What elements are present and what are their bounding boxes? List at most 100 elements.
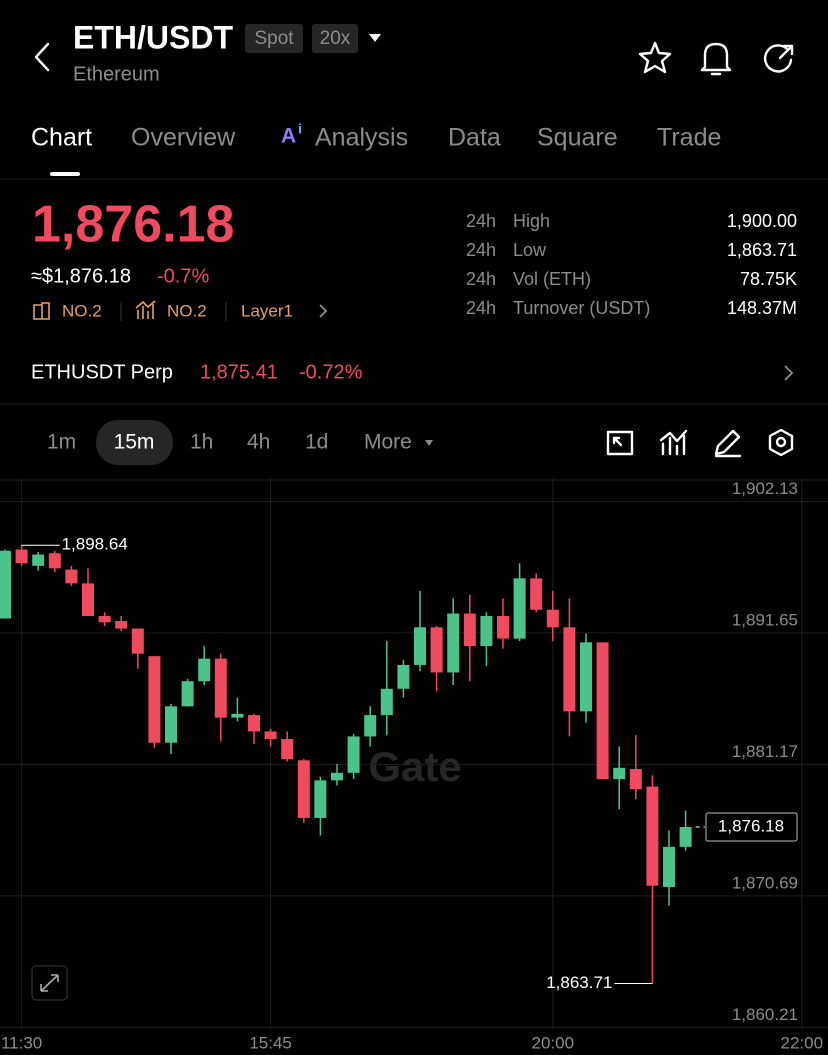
tab-indicator: [50, 172, 80, 176]
interval-active-bg: [96, 420, 173, 465]
x-tick-label: 15:45: [249, 1033, 292, 1052]
candle-body: [15, 549, 28, 564]
chart: Gate 1,902.13 1,891.65 1,881.17 1,870.69 1,8…: [0, 478, 828, 1052]
expand-icon: [40, 974, 59, 992]
perp-name[interactable]: ETHUSDT Perp: [31, 361, 173, 383]
perp-price: 1,875.41: [200, 361, 278, 383]
candle-body: [0, 550, 11, 619]
candle-body: [447, 613, 460, 673]
settings-icon[interactable]: [768, 428, 794, 457]
annotation-label: 1,863.71: [546, 973, 612, 992]
interval[interactable]: 1m: [47, 431, 76, 454]
ai-icon: A: [281, 125, 296, 148]
candle-body: [530, 578, 543, 610]
candle-body: [214, 658, 227, 718]
candle-body: [663, 846, 675, 887]
favorite-icon[interactable]: [638, 41, 672, 74]
candle-body: [231, 713, 244, 718]
candle-body: [181, 681, 194, 707]
candle-body: [397, 664, 410, 689]
back-button[interactable]: [34, 42, 50, 72]
candle-body: [497, 616, 509, 639]
rank-icon: [135, 300, 156, 319]
candle-body: [48, 553, 61, 569]
candle-body: [98, 616, 111, 623]
interval[interactable]: 4h: [247, 431, 270, 454]
stat-label: Low: [513, 240, 547, 260]
price-change: -0.7%: [157, 265, 209, 287]
x-tick-label: 11:30: [1, 1033, 42, 1052]
candle-body: [115, 621, 128, 629]
candle-body: [297, 760, 310, 818]
interval[interactable]: 15m: [114, 431, 155, 454]
candle-body: [331, 772, 343, 781]
stat-value: 78.75K: [740, 269, 797, 289]
tab[interactable]: Trade: [657, 124, 721, 152]
y-tick-label: 1,881.17: [732, 742, 798, 761]
tab[interactable]: Square: [537, 124, 618, 152]
settings-icon: [775, 436, 787, 448]
y-tick-label: 1,902.13: [732, 479, 798, 498]
candle-body: [131, 628, 144, 654]
tag[interactable]: NO.2: [62, 301, 102, 320]
draw-icon[interactable]: [714, 429, 742, 458]
candle-body: [198, 658, 211, 682]
candle-body: [546, 609, 559, 628]
rank-icon: [33, 302, 50, 320]
indicator-icon[interactable]: [659, 429, 688, 456]
candle-body: [347, 736, 360, 773]
badge: Spot: [254, 28, 294, 49]
stat-value: 1,900.00: [727, 211, 797, 231]
badge: 20x: [320, 28, 351, 49]
candle-body: [463, 613, 476, 647]
candle-body: [314, 780, 327, 818]
candle-body: [480, 616, 493, 647]
stats: 24h High 1,900.00 24h Low 1,863.71 24h Vol (ETH…: [466, 211, 797, 318]
dropdown-arrow[interactable]: [425, 440, 433, 446]
y-tick-label: 1,870.69: [732, 873, 798, 892]
y-tick-label: 1,891.65: [732, 610, 798, 629]
usd-price: ≈$1,876.18: [31, 265, 131, 287]
candle-body: [264, 731, 277, 739]
interval[interactable]: More: [364, 431, 412, 454]
ai-icon: i: [298, 121, 302, 137]
last-price: 1,876.18: [32, 196, 234, 254]
chevron[interactable]: [319, 304, 328, 318]
chevron[interactable]: [784, 365, 794, 381]
tab[interactable]: Data: [448, 124, 501, 152]
last-price-label: 1,876.18: [718, 816, 784, 835]
stat-label: Turnover (USDT): [513, 298, 650, 318]
candle-body: [281, 738, 294, 760]
stat-label: Vol (ETH): [513, 269, 591, 289]
x-tick-label: 22:00: [781, 1033, 824, 1052]
y-tick-label: 1,860.21: [732, 1005, 798, 1024]
candle-body: [165, 706, 177, 743]
share-icon[interactable]: [763, 44, 794, 73]
tab[interactable]: Analysis: [315, 124, 408, 152]
candle-body: [679, 827, 692, 847]
interval[interactable]: 1h: [190, 431, 213, 454]
candle-body: [580, 642, 592, 712]
tab[interactable]: Chart: [31, 124, 92, 152]
fullscreen-icon[interactable]: [606, 430, 634, 456]
expand-button[interactable]: [31, 965, 68, 1001]
badge-bg: [312, 24, 358, 53]
interval[interactable]: 1d: [305, 431, 328, 454]
candle-body: [596, 642, 609, 780]
candle-body: [248, 715, 260, 732]
subtitle: Ethereum: [73, 63, 160, 85]
candle-body: [646, 786, 659, 886]
watermark: Gate: [368, 743, 461, 790]
dropdown-arrow[interactable]: [369, 34, 381, 42]
perp-change: -0.72%: [299, 361, 363, 383]
tag[interactable]: NO.2: [167, 301, 207, 320]
candle-body: [148, 656, 161, 743]
badge-bg: [245, 24, 303, 53]
tag[interactable]: Layer1: [241, 301, 293, 320]
stat-value: 148.37M: [727, 298, 797, 318]
candle-body: [430, 627, 443, 673]
stat-period: 24h: [466, 298, 496, 318]
alert-icon[interactable]: [700, 42, 732, 76]
tab[interactable]: Overview: [131, 124, 236, 152]
